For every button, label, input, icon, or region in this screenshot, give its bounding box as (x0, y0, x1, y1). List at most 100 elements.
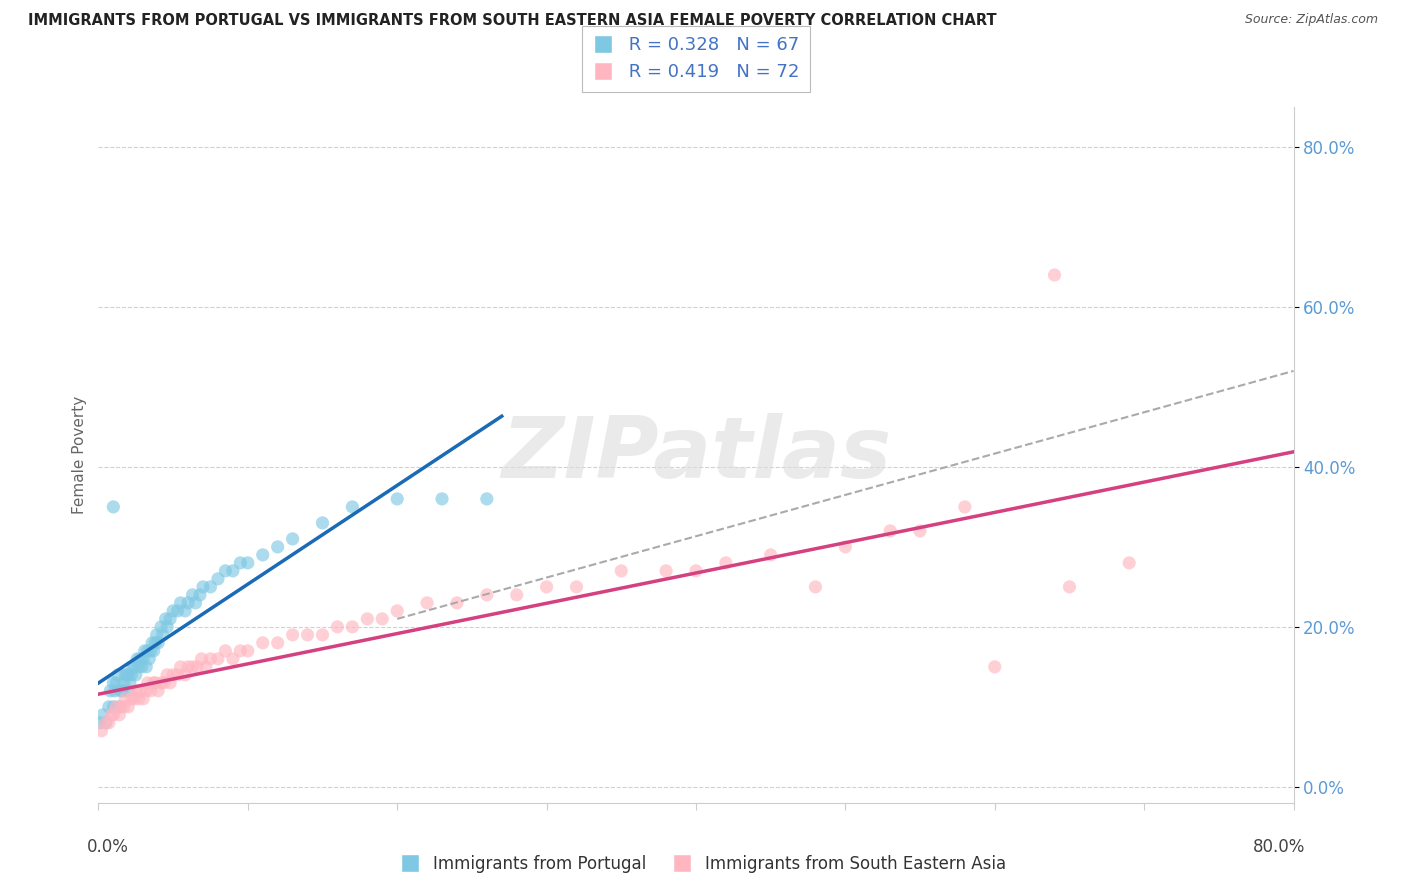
Point (311, 516, 333, 530)
Point (252, 636, 274, 650)
Point (128, 660, 150, 674)
Point (135, 660, 157, 674)
Point (416, 596, 439, 610)
Point (108, 699, 131, 714)
Point (184, 596, 207, 610)
Point (759, 548, 782, 562)
Point (148, 636, 170, 650)
Text: ZIPatlas: ZIPatlas (501, 413, 891, 497)
Point (103, 676, 125, 690)
Text: 80.0%: 80.0% (1253, 838, 1306, 855)
Point (103, 500, 125, 514)
Point (159, 612, 181, 626)
Point (124, 691, 146, 706)
Point (134, 644, 156, 658)
Point (610, 564, 633, 578)
Point (107, 668, 129, 682)
Point (200, 652, 222, 666)
Point (953, 500, 976, 514)
Point (506, 588, 529, 602)
Point (132, 652, 155, 666)
Point (125, 683, 148, 698)
Point (114, 691, 136, 706)
Point (356, 612, 378, 626)
Point (685, 564, 707, 578)
Point (804, 580, 827, 594)
Point (90, 723, 112, 738)
Point (129, 683, 152, 698)
Point (281, 532, 304, 546)
Point (143, 676, 166, 690)
Point (136, 644, 159, 658)
Text: Source: ZipAtlas.com: Source: ZipAtlas.com (1244, 13, 1378, 27)
Point (91, 707, 114, 722)
Point (169, 660, 191, 674)
Point (97, 715, 120, 730)
Point (131, 660, 153, 674)
Point (120, 668, 142, 682)
Point (1118, 556, 1140, 570)
Point (446, 596, 468, 610)
Point (142, 644, 165, 658)
Point (125, 668, 148, 682)
Point (94, 715, 117, 730)
Point (174, 668, 197, 682)
Point (132, 691, 155, 706)
Point (281, 628, 304, 642)
Point (110, 699, 132, 714)
Point (150, 676, 173, 690)
Point (177, 596, 200, 610)
Point (105, 699, 128, 714)
Point (181, 588, 204, 602)
Point (169, 596, 191, 610)
Point (297, 628, 319, 642)
Point (191, 580, 214, 594)
Point (128, 691, 150, 706)
Point (1059, 580, 1081, 594)
Point (127, 652, 149, 666)
Point (565, 580, 588, 594)
Point (148, 683, 170, 698)
Point (236, 644, 259, 658)
Point (311, 628, 333, 642)
Point (326, 620, 349, 634)
Point (139, 644, 162, 658)
Point (475, 491, 498, 506)
Point (385, 604, 409, 618)
Point (229, 644, 252, 658)
Y-axis label: Female Poverty: Female Poverty (72, 396, 87, 514)
Point (136, 676, 159, 690)
Point (129, 652, 152, 666)
Point (156, 668, 179, 682)
Point (103, 707, 125, 722)
Point (908, 524, 931, 538)
Point (166, 604, 188, 618)
Legend:  R = 0.328   N = 67,  R = 0.419   N = 72: R = 0.328 N = 67, R = 0.419 N = 72 (582, 26, 810, 92)
Point (112, 676, 135, 690)
Point (229, 556, 252, 570)
Point (536, 580, 558, 594)
Point (101, 707, 124, 722)
Point (371, 612, 394, 626)
Point (181, 660, 204, 674)
Point (267, 540, 290, 554)
Point (117, 699, 139, 714)
Point (207, 572, 229, 586)
Point (714, 556, 737, 570)
Point (145, 628, 167, 642)
Point (143, 636, 166, 650)
Point (139, 683, 162, 698)
Point (162, 604, 184, 618)
Point (475, 588, 498, 602)
Point (108, 707, 131, 722)
Point (162, 668, 184, 682)
Point (153, 676, 176, 690)
Point (121, 660, 143, 674)
Point (115, 668, 138, 682)
Point (89, 715, 111, 730)
Point (1043, 268, 1066, 282)
Point (655, 564, 678, 578)
Point (112, 699, 135, 714)
Point (186, 660, 208, 674)
Point (984, 660, 1007, 674)
